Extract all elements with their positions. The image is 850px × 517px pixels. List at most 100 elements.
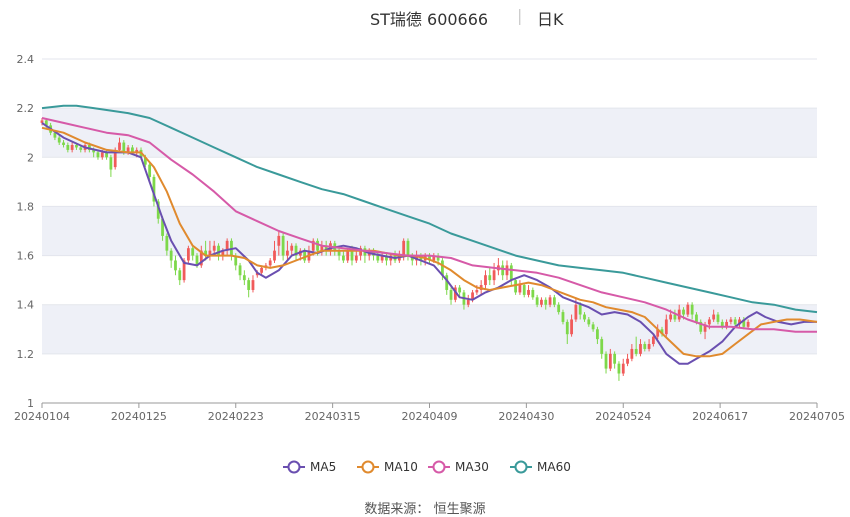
candle-body	[441, 260, 444, 276]
grid-band	[42, 206, 817, 256]
legend-label-ma30: MA30	[455, 460, 489, 474]
candle-body	[630, 348, 634, 359]
candle-body	[96, 152, 100, 158]
candle-body	[634, 348, 638, 354]
candle-body	[682, 309, 685, 315]
candle-body	[548, 297, 552, 305]
candle-body	[53, 132, 57, 138]
candle-body	[488, 275, 492, 281]
candle-body	[225, 240, 229, 251]
candle-body	[656, 329, 660, 337]
candle-body	[277, 235, 281, 246]
legend-label-ma10: MA10	[384, 460, 418, 474]
candle-body	[260, 267, 263, 273]
candle-body	[669, 314, 673, 320]
title-separator: |	[517, 6, 523, 25]
candle-body	[105, 152, 108, 158]
source-label: 数据来源：	[364, 502, 430, 517]
y-tick-label: 1.8	[17, 200, 35, 213]
candle-body	[303, 250, 307, 261]
y-tick-label: 1.2	[17, 348, 35, 361]
candle-body	[514, 280, 518, 293]
candle-body	[445, 275, 449, 290]
x-tick-label: 20240430	[498, 410, 554, 423]
ma-line-ma5	[41, 122, 817, 365]
candle-body	[92, 149, 96, 153]
legend-marker-ma30	[432, 460, 446, 474]
candle-body	[746, 321, 750, 327]
candle-body	[565, 321, 569, 335]
candle-body	[626, 358, 629, 364]
candle-body	[729, 319, 733, 322]
candle-body	[70, 145, 74, 150]
candle-body	[695, 314, 698, 322]
chart-title: ST瑞德 600666	[370, 10, 489, 29]
candle-body	[385, 255, 388, 261]
candle-body	[217, 245, 220, 256]
y-tick-label: 2	[27, 151, 34, 164]
candle-body	[570, 319, 573, 335]
candle-body	[62, 142, 65, 145]
candle-body	[174, 260, 177, 271]
candle-body	[122, 142, 126, 153]
ma-line-ma60	[41, 104, 818, 314]
candle-body	[199, 250, 203, 266]
candle-body	[535, 297, 539, 305]
candle-body	[341, 255, 345, 261]
candle-body	[540, 299, 543, 305]
candle-body	[376, 255, 380, 261]
candle-body	[191, 248, 195, 256]
candle-body	[686, 304, 690, 315]
y-tick-label: 1	[27, 397, 34, 410]
candle-body	[281, 235, 285, 256]
candle-body	[273, 250, 276, 261]
candle-body	[544, 299, 548, 305]
candle-body	[208, 250, 212, 256]
y-tick-label: 1.4	[17, 299, 35, 312]
candle-body	[324, 245, 328, 251]
candle-body	[604, 353, 608, 369]
candle-body	[660, 329, 664, 335]
candle-body	[251, 280, 255, 290]
candle-body	[690, 304, 694, 315]
candle-body	[109, 157, 113, 170]
candle-body	[557, 304, 561, 313]
candle-body	[143, 157, 147, 165]
candle-body	[492, 270, 496, 281]
candle-body	[148, 164, 152, 177]
candle-body	[406, 240, 410, 256]
candle-body	[591, 324, 595, 330]
candle-body	[178, 270, 182, 281]
x-tick-label: 20240524	[595, 410, 651, 423]
x-tick-label: 20240315	[305, 410, 361, 423]
candle-body	[204, 250, 208, 256]
candle-body	[600, 339, 604, 354]
candle-body	[152, 176, 156, 202]
candle-body	[596, 329, 599, 340]
candle-body	[583, 314, 586, 320]
candle-body	[471, 292, 474, 300]
x-tick-label: 20240104	[14, 410, 70, 423]
candle-body	[458, 287, 462, 293]
candle-body	[733, 319, 737, 325]
x-tick-label: 20240125	[111, 410, 167, 423]
y-tick-label: 2.4	[17, 53, 35, 66]
legend-marker-ma10	[361, 460, 375, 474]
candle-body	[113, 149, 117, 168]
candle-body	[75, 145, 78, 148]
candle-body	[57, 137, 61, 143]
legend-label-ma60: MA60	[537, 460, 571, 474]
candle-body	[186, 248, 190, 261]
candle-body	[673, 314, 677, 320]
candle-body	[161, 218, 164, 236]
candle-body	[587, 319, 591, 325]
candle-body	[100, 152, 104, 158]
candle-body	[725, 321, 728, 327]
ma-line-ma30	[41, 117, 817, 333]
source-name: 恒生聚源	[433, 502, 486, 517]
candle-body	[712, 314, 716, 320]
candle-body	[350, 250, 354, 261]
candle-body	[518, 285, 522, 293]
data-source: 数据来源： 恒生聚源	[0, 498, 850, 517]
